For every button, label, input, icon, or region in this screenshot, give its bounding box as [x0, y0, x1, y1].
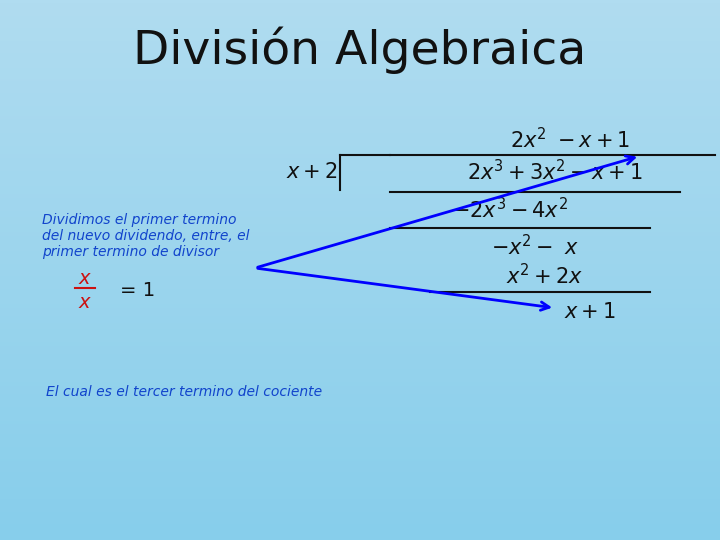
Text: primer termino de divisor: primer termino de divisor [42, 245, 219, 259]
Text: $2x^2\ -x+1$: $2x^2\ -x+1$ [510, 127, 630, 153]
Text: Dividimos el primer termino: Dividimos el primer termino [42, 213, 236, 227]
Text: El cual es el tercer termino del cociente: El cual es el tercer termino del cocient… [46, 385, 322, 399]
Text: $x+2$: $x+2$ [287, 162, 338, 182]
Text: $-x^2-\ x$: $-x^2-\ x$ [491, 234, 579, 260]
Text: $x$: $x$ [78, 293, 92, 312]
Text: = 1: = 1 [120, 280, 155, 300]
Text: del nuevo dividendo, entre, el: del nuevo dividendo, entre, el [42, 229, 250, 243]
Text: $x+1$: $x+1$ [564, 302, 616, 322]
Text: $2x^3+3x^2-x+1$: $2x^3+3x^2-x+1$ [467, 159, 643, 185]
Text: División Algebraica: División Algebraica [133, 26, 587, 74]
Text: $-2x^3-4x^2$: $-2x^3-4x^2$ [452, 198, 568, 222]
Text: $x^2+2x$: $x^2+2x$ [506, 264, 584, 288]
Text: $x$: $x$ [78, 268, 92, 287]
